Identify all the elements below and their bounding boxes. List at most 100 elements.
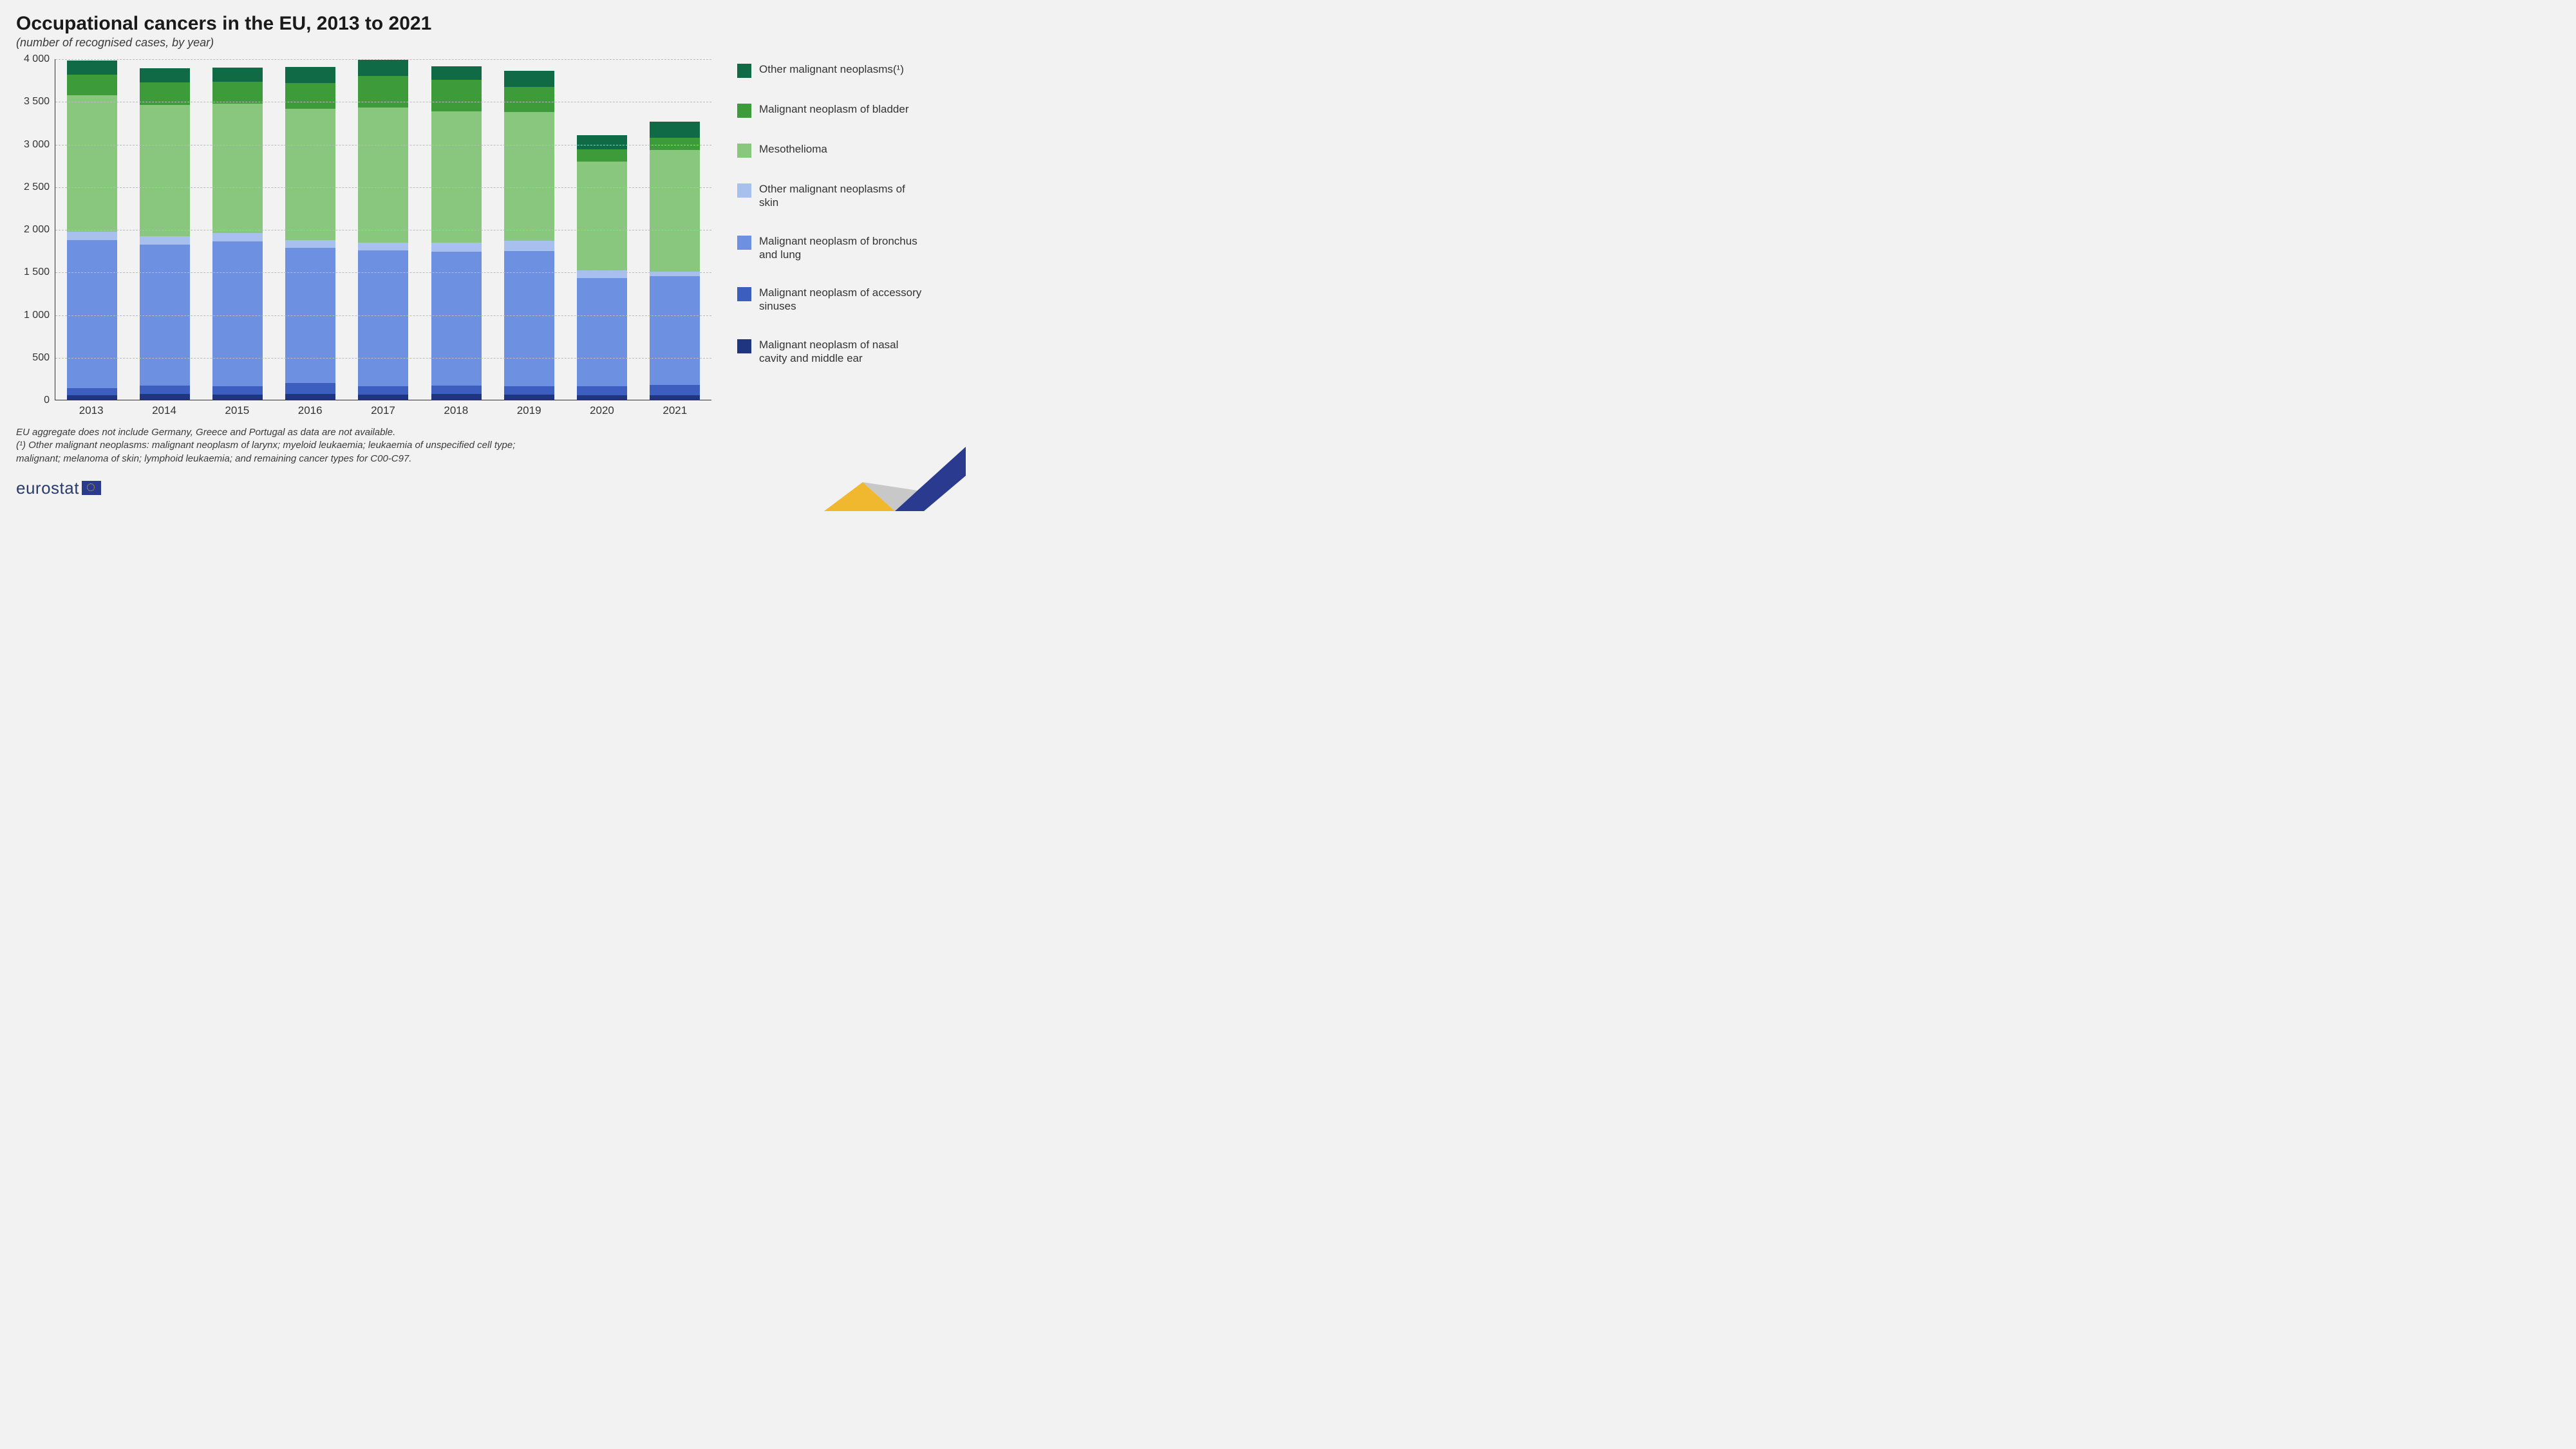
legend-swatch [737,144,751,158]
eurostat-logo: eurostat [16,478,950,498]
bar-segment-skin [212,233,263,241]
x-tick-label: 2018 [420,404,493,417]
bar-segment-nasal [431,394,482,400]
bar-segment-nasal [358,395,408,400]
bar-segment-sinus [67,388,117,395]
x-tick-label: 2017 [346,404,419,417]
bar-segment-meso [67,95,117,232]
bar-segment-skin [285,240,335,247]
legend-label: Malignant neoplasm of bronchus and lung [759,234,926,262]
footnote-line: malignant; melanoma of skin; lymphoid le… [16,453,950,465]
bar-segment-sinus [358,386,408,395]
chart-container: 05001 0001 5002 0002 5003 0003 5004 000 … [16,59,950,417]
legend-label: Malignant neoplasm of nasal cavity and m… [759,338,926,366]
bar-segment-meso [212,104,263,233]
bar-segment-sinus [504,386,554,395]
bar-segment-meso [285,109,335,240]
bar-segment-bladder [212,82,263,103]
y-tick-label: 4 000 [24,53,50,65]
bar-segment-sinus [650,385,700,395]
bar-segment-meso [504,112,554,241]
bar-segment-bladder [504,87,554,111]
legend-label: Other malignant neoplasms of skin [759,182,926,210]
footnote-line: EU aggregate does not include Germany, G… [16,426,950,439]
bar-segment-nasal [67,395,117,400]
bar-segment-skin [140,236,190,245]
legend-swatch [737,287,751,301]
legend-item: Malignant neoplasm of bladder [737,102,950,118]
bar-segment-other [650,122,700,138]
bar-segment-skin [577,270,627,277]
bar-segment-meso [650,150,700,271]
bar-segment-sinus [212,386,263,395]
legend-label: Malignant neoplasm of accessory sinuses [759,286,926,313]
bar-segment-other [67,61,117,75]
bar-segment-bladder [577,149,627,162]
legend-swatch [737,104,751,118]
y-axis: 05001 0001 5002 0002 5003 0003 5004 000 [16,59,55,400]
y-tick-label: 1 000 [24,310,50,321]
eurostat-logo-text: eurostat [16,478,79,498]
bar-segment-sinus [577,386,627,395]
legend-swatch [737,183,751,198]
legend-item: Malignant neoplasm of bronchus and lung [737,234,950,262]
bar-segment-skin [358,243,408,250]
x-tick-label: 2015 [201,404,274,417]
bar-segment-sinus [431,386,482,394]
legend-item: Malignant neoplasm of accessory sinuses [737,286,950,313]
legend: Other malignant neoplasms(¹) Malignant ne… [711,59,950,389]
stacked-bar [285,67,335,400]
stacked-bar [431,66,482,400]
bar-segment-lung [212,241,263,386]
chart-title: Occupational cancers in the EU, 2013 to … [16,13,950,35]
bar-segment-skin [67,232,117,240]
bar-segment-other [285,67,335,83]
bar-segment-meso [577,162,627,271]
chart-area: 05001 0001 5002 0002 5003 0003 5004 000 … [16,59,711,417]
legend-item: Malignant neoplasm of nasal cavity and m… [737,338,950,366]
legend-item: Mesothelioma [737,142,950,158]
bar-segment-lung [577,278,627,387]
legend-swatch [737,64,751,78]
bar-segment-bladder [67,75,117,95]
x-tick-label: 2016 [274,404,346,417]
x-axis-labels: 201320142015201620172018201920202021 [55,404,711,417]
bar-segment-nasal [650,395,700,400]
stacked-bar [577,135,627,400]
footnotes: EU aggregate does not include Germany, G… [16,426,950,465]
bar-segment-lung [67,240,117,389]
bar-segment-sinus [285,383,335,394]
bar-segment-skin [504,241,554,252]
bar-segment-bladder [431,80,482,111]
x-tick-label: 2014 [127,404,200,417]
bar-segment-other [431,66,482,80]
legend-swatch [737,236,751,250]
bar-segment-bladder [285,83,335,109]
bar-segment-sinus [140,386,190,394]
y-tick-label: 3 000 [24,139,50,151]
x-tick-label: 2013 [55,404,127,417]
legend-item: Other malignant neoplasms of skin [737,182,950,210]
bar-segment-meso [431,111,482,243]
legend-label: Other malignant neoplasms(¹) [759,62,904,76]
bar-segment-other [358,60,408,76]
x-tick-label: 2020 [565,404,638,417]
footnote-line: (¹) Other malignant neoplasms: malignant… [16,439,950,452]
y-tick-label: 1 500 [24,266,50,278]
plot-region [55,59,711,400]
bar-segment-other [504,71,554,87]
bar-segment-other [212,68,263,82]
eu-flag-icon [82,481,101,495]
gridline [55,187,711,188]
stacked-bar [504,71,554,400]
legend-item: Other malignant neoplasms(¹) [737,62,950,78]
bar-segment-skin [431,243,482,252]
bar-segment-nasal [504,395,554,400]
gridline [55,315,711,316]
gridline [55,59,711,60]
legend-swatch [737,339,751,353]
bar-segment-meso [358,108,408,243]
legend-label: Mesothelioma [759,142,827,156]
corner-chevron-logo [824,447,966,511]
bar-segment-other [140,68,190,83]
